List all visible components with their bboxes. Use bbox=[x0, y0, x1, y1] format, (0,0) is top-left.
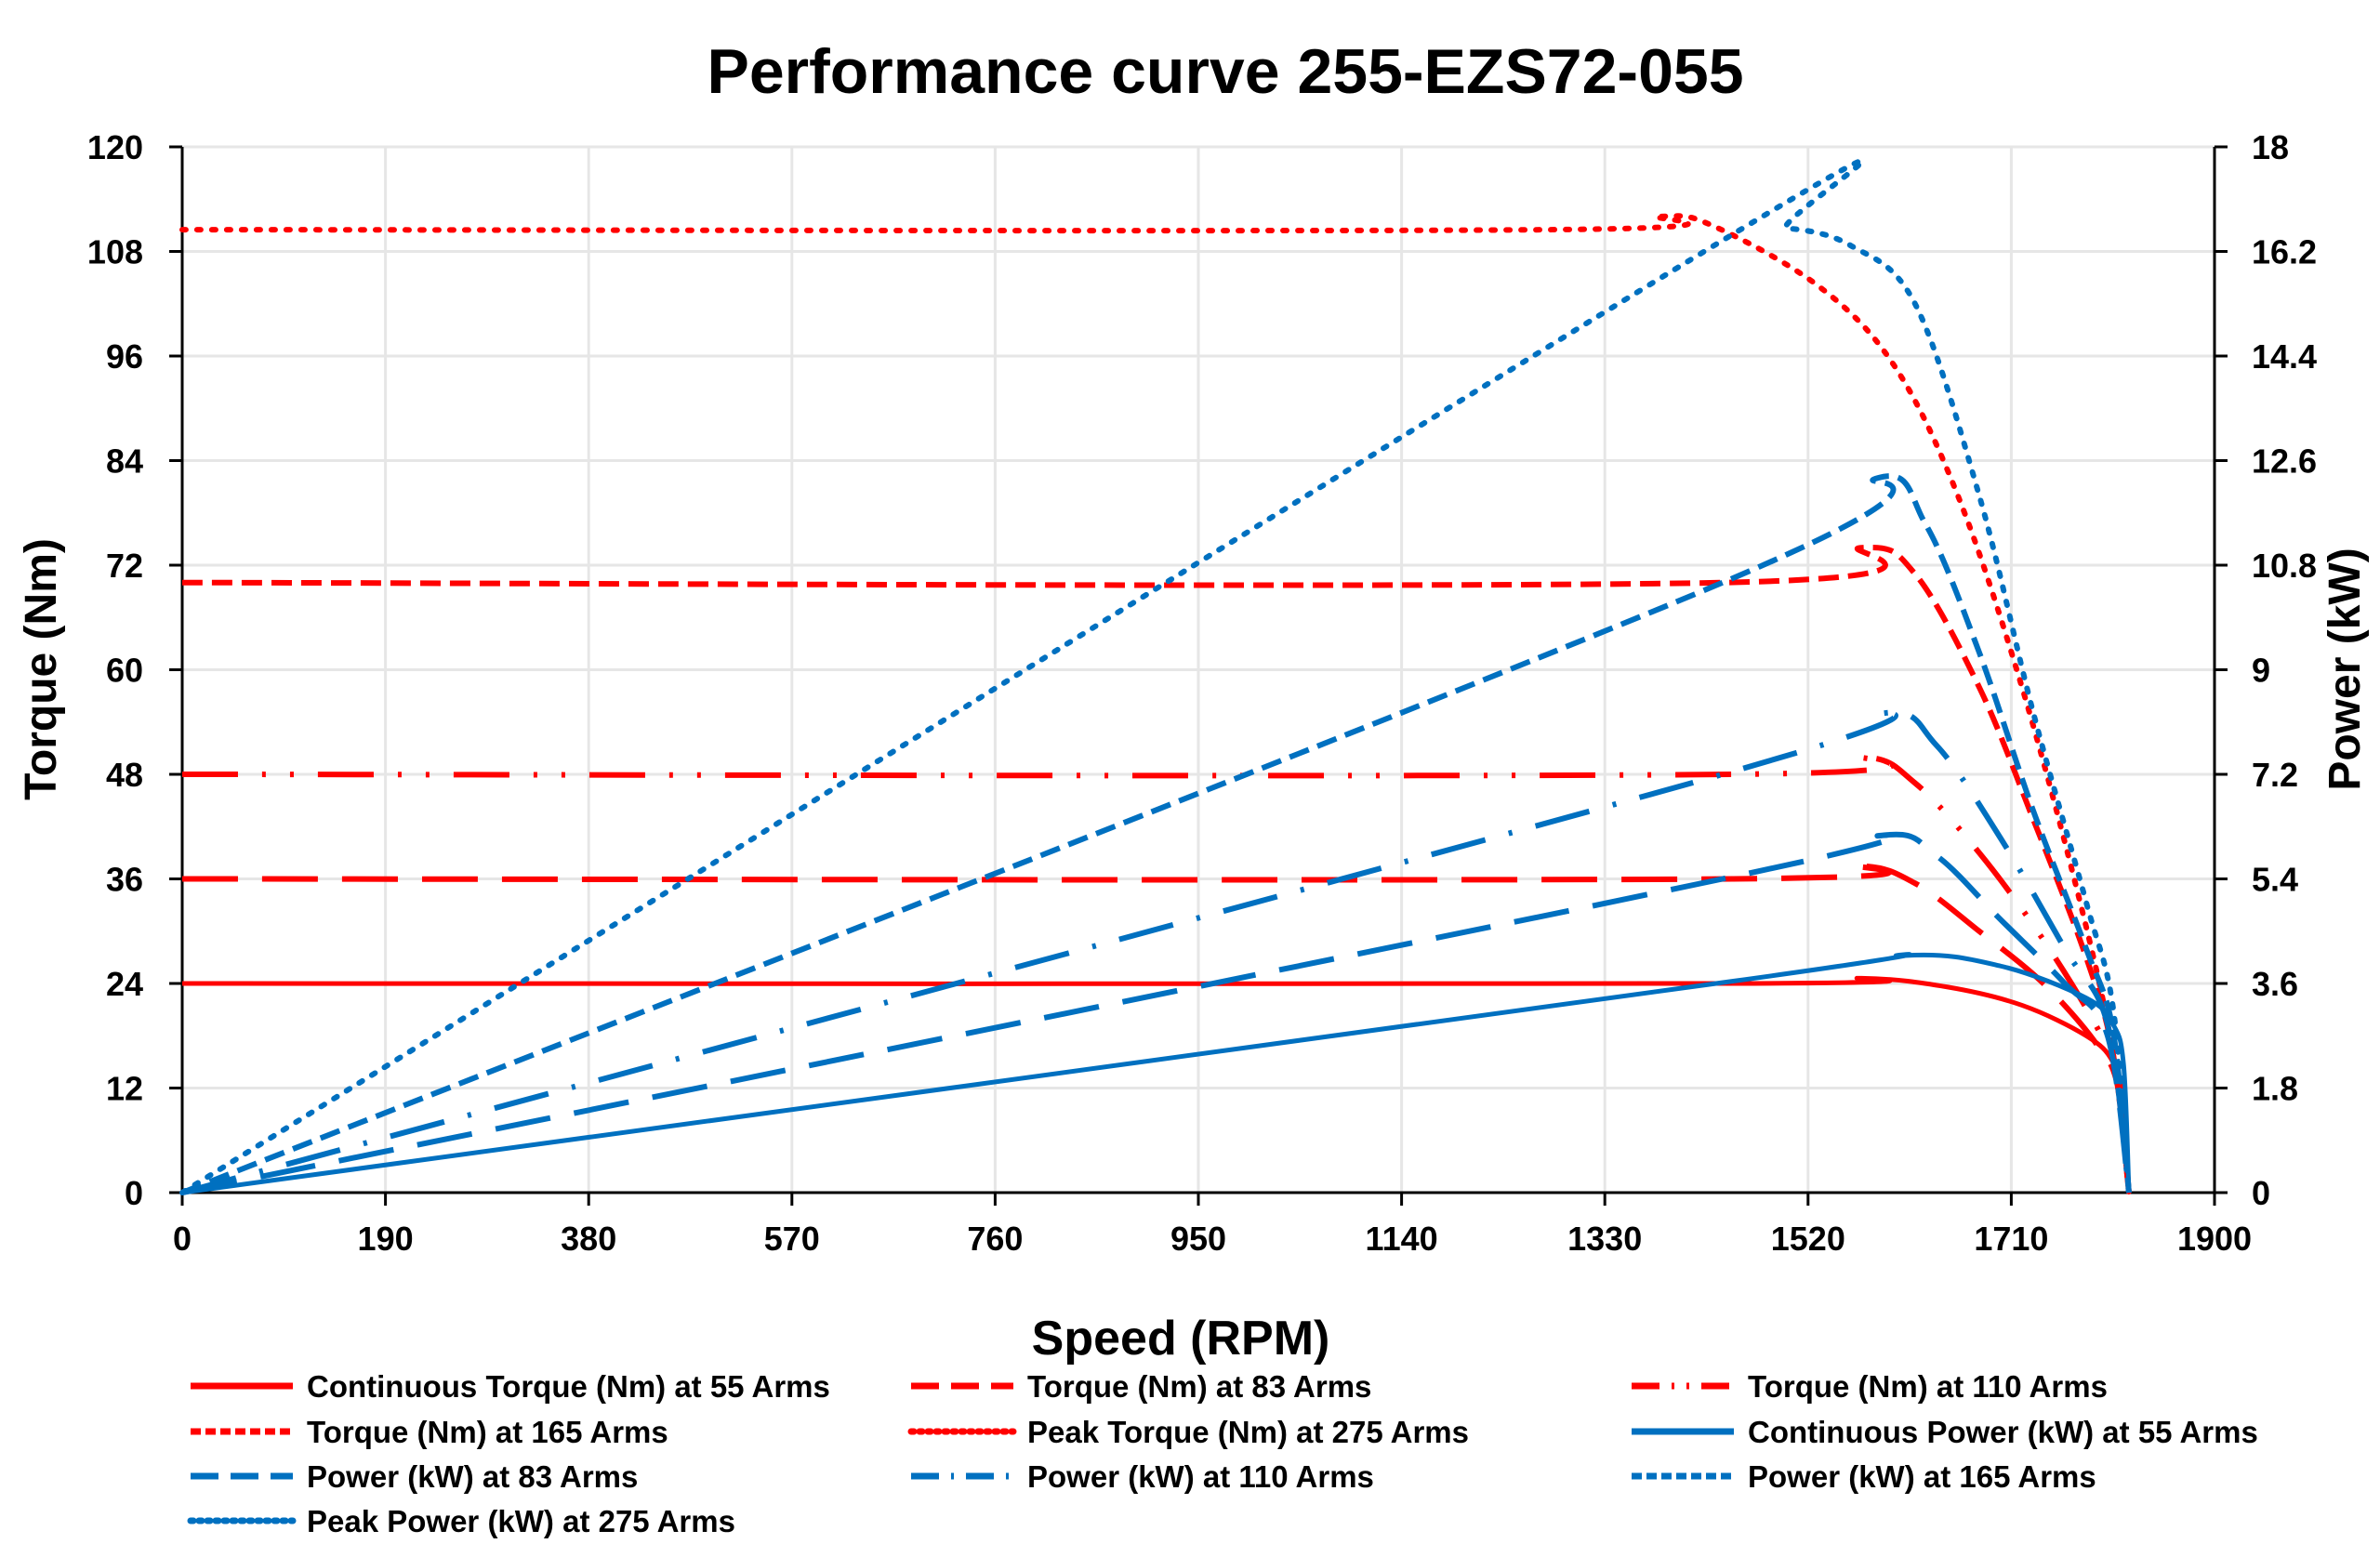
legend-label: Torque (Nm) at 83 Arms bbox=[1027, 1369, 1371, 1404]
y2-tick-label: 18 bbox=[2252, 128, 2289, 166]
y2-tick-label: 3.6 bbox=[2252, 965, 2298, 1003]
series-line-9 bbox=[180, 473, 2132, 1195]
x-tick-label: 0 bbox=[173, 1220, 192, 1258]
x-tick-label: 190 bbox=[358, 1220, 414, 1258]
chart-title: Performance curve 255-EZS72-055 bbox=[707, 36, 1743, 107]
series-line-2 bbox=[181, 863, 2132, 1194]
x-tick-label: 1330 bbox=[1567, 1220, 1642, 1258]
y-tick-label: 0 bbox=[125, 1174, 143, 1212]
x-tick-label: 950 bbox=[1170, 1220, 1226, 1258]
x-tick-label: 1140 bbox=[1366, 1220, 1438, 1258]
legend: Continuous Torque (Nm) at 55 Arms Torque … bbox=[187, 1369, 2258, 1538]
x-tick-label: 1900 bbox=[2177, 1220, 2252, 1258]
y2-tick-label: 14.4 bbox=[2252, 337, 2317, 376]
series-line-8 bbox=[181, 709, 2132, 1195]
series-line-7 bbox=[181, 831, 2132, 1195]
y2-tick-label: 5.4 bbox=[2252, 861, 2298, 899]
legend-label: Torque (Nm) at 165 Arms bbox=[307, 1415, 668, 1449]
y2-tick-label: 9 bbox=[2252, 652, 2270, 690]
series-line-3 bbox=[181, 754, 2132, 1194]
x-axis-label: Speed (RPM) bbox=[1032, 1312, 1330, 1366]
x-tick-label: 1520 bbox=[1771, 1220, 1845, 1258]
y2-tick-label: 10.8 bbox=[2252, 547, 2317, 585]
gridlines bbox=[180, 145, 2216, 1194]
series-line-6 bbox=[181, 952, 2132, 1195]
y-tick-label: 12 bbox=[106, 1070, 143, 1108]
y-tick-label: 108 bbox=[87, 233, 143, 271]
series-lines bbox=[179, 157, 2132, 1195]
legend-label: Power (kW) at 83 Arms bbox=[307, 1459, 638, 1494]
x-tick-label: 1710 bbox=[1974, 1220, 2048, 1258]
x-tick-label: 760 bbox=[967, 1220, 1023, 1258]
y-tick-label: 120 bbox=[87, 128, 143, 166]
legend-label: Continuous Power (kW) at 55 Arms bbox=[1748, 1415, 2258, 1449]
y2-tick-label: 7.2 bbox=[2252, 756, 2298, 794]
y2-axis-label: Power (kW) bbox=[2320, 548, 2370, 790]
y-tick-label: 24 bbox=[106, 965, 143, 1003]
y-tick-label: 60 bbox=[106, 652, 143, 690]
series-line-5 bbox=[179, 213, 2132, 1195]
y-tick-label: 96 bbox=[106, 337, 143, 376]
legend-label: Power (kW) at 110 Arms bbox=[1027, 1459, 1374, 1494]
y-tick-label: 72 bbox=[106, 547, 143, 585]
y2-tick-label: 0 bbox=[2252, 1174, 2270, 1212]
y2-tick-label: 12.6 bbox=[2252, 442, 2317, 481]
y-tick-label: 48 bbox=[106, 756, 143, 794]
x-tick-label: 380 bbox=[561, 1220, 616, 1258]
y2-tick-label: 1.8 bbox=[2252, 1070, 2298, 1108]
legend-label: Peak Torque (Nm) at 275 Arms bbox=[1027, 1415, 1469, 1449]
legend-label: Peak Power (kW) at 275 Arms bbox=[307, 1504, 735, 1538]
series-line-10 bbox=[179, 157, 2132, 1195]
y2-tick-label: 16.2 bbox=[2252, 233, 2317, 271]
y-tick-label: 36 bbox=[106, 861, 143, 899]
y-axis-label: Torque (Nm) bbox=[17, 538, 66, 800]
legend-label: Torque (Nm) at 110 Arms bbox=[1748, 1369, 2108, 1404]
series-line-4 bbox=[181, 544, 2132, 1194]
y-tick-label: 84 bbox=[106, 442, 143, 481]
legend-label: Continuous Torque (Nm) at 55 Arms bbox=[307, 1369, 830, 1404]
x-tick-label: 570 bbox=[764, 1220, 820, 1258]
legend-label: Power (kW) at 165 Arms bbox=[1748, 1459, 2096, 1494]
